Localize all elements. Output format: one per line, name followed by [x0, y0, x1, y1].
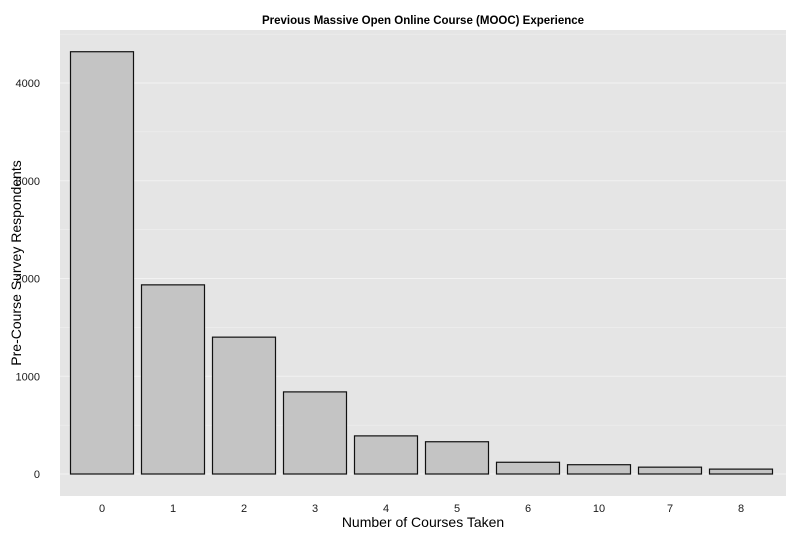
x-tick-label: 1 [170, 503, 176, 515]
x-tick-label: 10 [593, 503, 605, 515]
chart-title: Previous Massive Open Online Course (MOO… [262, 15, 584, 27]
y-tick-label: 4000 [16, 78, 40, 90]
x-tick-label: 8 [738, 503, 744, 515]
bar-7 [637, 466, 703, 475]
y-tick-label: 3000 [16, 176, 40, 188]
bar-4 [353, 435, 419, 475]
x-axis-ticks: 0 1 2 3 4 5 6 10 7 8 [99, 503, 744, 515]
bar-1 [140, 284, 206, 475]
y-tick-label: 1000 [16, 371, 40, 383]
x-axis-title: Number of Courses Taken [342, 514, 504, 530]
bar-8 [708, 468, 774, 475]
bars [69, 51, 774, 475]
bar-0 [69, 51, 135, 475]
bar-10 [566, 464, 632, 475]
bar-5 [424, 441, 490, 475]
x-tick-label: 0 [99, 503, 105, 515]
y-axis-ticks: 0 1000 2000 3000 4000 [16, 78, 40, 481]
bar-2 [211, 336, 277, 475]
x-tick-label: 4 [383, 503, 389, 515]
x-tick-label: 3 [312, 503, 318, 515]
bar-6 [495, 461, 561, 475]
x-tick-label: 6 [525, 503, 531, 515]
y-tick-label: 0 [34, 469, 40, 481]
y-axis-title: Pre-Course Survey Respondents [8, 160, 24, 365]
bar-3 [282, 391, 348, 475]
x-tick-label: 7 [667, 503, 673, 515]
y-tick-label: 2000 [16, 274, 40, 286]
x-tick-label: 2 [241, 503, 247, 515]
x-tick-label: 5 [454, 503, 460, 515]
